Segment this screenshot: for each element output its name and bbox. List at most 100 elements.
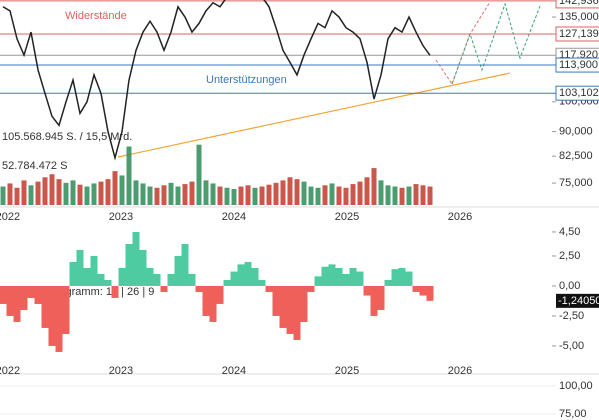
y-tick-label: 82,500 [559, 150, 593, 162]
macd-bar [328, 264, 336, 286]
macd-bar [209, 285, 217, 322]
macd-bar [188, 273, 196, 286]
volume-bar [0, 186, 6, 205]
volume-bar [14, 187, 20, 205]
macd-bar [286, 285, 294, 334]
macd-bar [363, 285, 371, 296]
x-tick-label: 2025 [335, 365, 359, 377]
macd-bar [139, 249, 147, 286]
projection-up [451, 2, 541, 85]
x-tick-label: 2026 [448, 365, 472, 377]
macd-bar [314, 276, 322, 286]
volume-bar [105, 179, 111, 205]
y-tick-label: -5,00 [559, 340, 584, 352]
macd-bar [356, 271, 364, 286]
volume-bar [42, 177, 48, 205]
volume-bar [175, 186, 181, 205]
volume-bar [35, 181, 41, 205]
macd-bar [90, 255, 98, 286]
volume-bar [140, 183, 146, 205]
x-tick-label: 2023 [109, 365, 133, 377]
macd-bar [132, 231, 140, 286]
volume-bar [7, 183, 13, 205]
macd-bar [62, 285, 70, 334]
macd-bar [160, 285, 168, 292]
volume-bar [399, 187, 405, 205]
volume-bar [350, 184, 356, 205]
support-trend-line [117, 72, 511, 158]
volume-bar [252, 187, 258, 205]
volume-bar [28, 185, 34, 205]
volume-bar [308, 186, 314, 205]
macd-bar [391, 269, 399, 286]
volume-bar [420, 185, 426, 205]
macd-bar [272, 285, 280, 316]
y-tick-label: 75,00 [559, 408, 587, 420]
volume-bar [126, 146, 132, 205]
volume-bar [217, 186, 223, 205]
macd-bar [27, 285, 35, 298]
volume-bar [49, 174, 55, 205]
macd-bar [20, 285, 28, 310]
macd-bar [321, 266, 329, 286]
x-tick-label: 2024 [222, 365, 246, 377]
macd-bar [237, 264, 245, 286]
resistance-label: Widerstände [65, 10, 127, 22]
macd-bar [55, 285, 63, 352]
x-tick-label: 2024 [222, 211, 246, 223]
y-tick-label: 0,00 [559, 280, 580, 292]
volume-bar [259, 186, 265, 205]
macd-bar [405, 271, 413, 286]
y-tick-label: 4,50 [559, 226, 580, 238]
volume-bar [301, 181, 307, 205]
macd-bar [69, 261, 77, 286]
volume-bar [189, 181, 195, 205]
y-tick-label: 100,00 [559, 380, 593, 392]
macd-bar [307, 285, 315, 292]
macd-bar [300, 285, 308, 322]
x-tick-label: 2023 [109, 211, 133, 223]
macd-bar [97, 273, 105, 286]
volume-bar [427, 186, 433, 205]
volume-bar [315, 187, 321, 205]
volume-bar [196, 144, 202, 205]
volume-bar [224, 187, 230, 205]
macd-bar [377, 285, 385, 310]
macd-bar [293, 285, 301, 340]
macd-bar [370, 285, 378, 316]
macd-bar [48, 285, 56, 346]
macd-bar [258, 279, 266, 286]
macd-bar [265, 285, 273, 292]
volume-bar [168, 182, 174, 205]
volume-bar [266, 184, 272, 205]
volume-bar [84, 186, 90, 205]
macd-bar [251, 267, 259, 286]
volume-bar [98, 181, 104, 205]
macd-bar [279, 285, 287, 328]
macd-bar [335, 267, 343, 286]
macd-bar [174, 255, 182, 286]
volume-bar [77, 184, 83, 205]
macd-bar [6, 285, 14, 316]
macd-bar [181, 243, 189, 286]
macd-bar [230, 271, 238, 286]
macd-bar [104, 279, 112, 286]
x-tick-label: 2026 [448, 211, 472, 223]
level-label: 127,139 [559, 28, 599, 40]
volume-bar [70, 180, 76, 205]
macd-bar [76, 249, 84, 286]
volume-bar [91, 183, 97, 205]
macd-bar [398, 267, 406, 286]
macd-bar [202, 285, 210, 316]
macd-bar [216, 285, 224, 304]
macd-bar [349, 267, 357, 286]
macd-bar [167, 273, 175, 286]
level-box [555, 0, 599, 9]
volume-bar [203, 180, 209, 205]
y-tick-label: 135,000 [559, 11, 599, 23]
volume-bar [56, 179, 62, 205]
macd-bar [41, 285, 49, 328]
